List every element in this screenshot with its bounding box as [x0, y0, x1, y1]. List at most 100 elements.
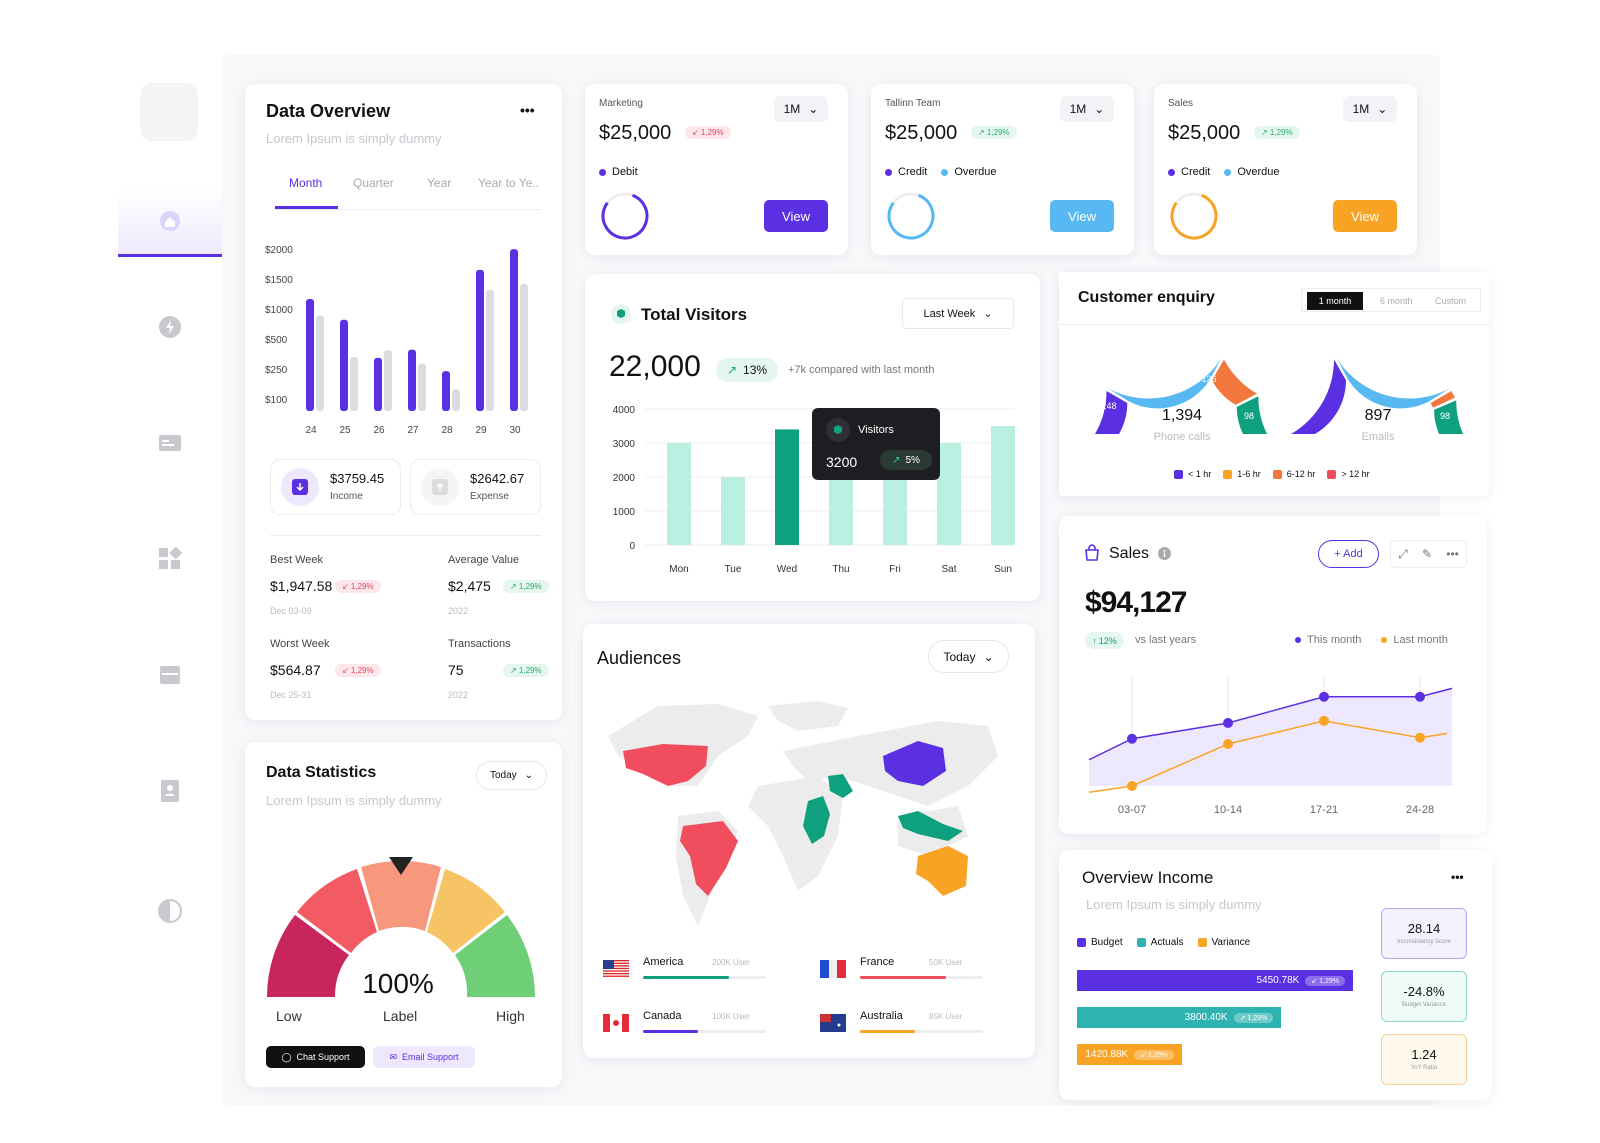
metric-label: Budget Variance — [1402, 1002, 1446, 1008]
sales-change-value: 12% — [1098, 635, 1117, 646]
info-icon[interactable] — [1158, 547, 1171, 560]
stat-footnote: 2022 — [448, 606, 469, 616]
visitors-range-select[interactable]: Last Week ⌄ — [902, 298, 1014, 329]
x-tick-label: Sat — [941, 564, 956, 575]
bar-series-2 — [384, 350, 392, 411]
country-name: Canada — [643, 1010, 682, 1022]
kpi-period-select[interactable]: 1M ⌄ — [1060, 96, 1114, 122]
visitors-title: Total Visitors — [641, 305, 748, 324]
tab-quarter[interactable]: Quarter — [353, 176, 394, 190]
y-tick-label: $1500 — [265, 275, 293, 286]
y-tick-label: 3000 — [613, 439, 636, 450]
more-icon[interactable]: ••• — [1451, 870, 1464, 884]
income-label: Income — [330, 491, 363, 502]
sidebar-item-lightning[interactable] — [118, 297, 222, 357]
x-tick-label: 25 — [339, 425, 351, 436]
sidebar-item-contacts[interactable] — [118, 761, 222, 821]
email-support-button[interactable]: ✉ Email Support — [373, 1046, 475, 1068]
gauge-segment — [1291, 359, 1346, 434]
expense-value: $2642.67 — [470, 471, 525, 486]
sales-legend: This month Last month — [1295, 634, 1448, 646]
y-tick-label: $500 — [265, 335, 288, 346]
total-visitors-card: Total Visitors Last Week ⌄ 22,000 ↗ 13% +7… — [585, 274, 1040, 601]
range-label: Last Week — [923, 307, 976, 320]
kpi-title: Tallinn Team — [885, 98, 941, 109]
tab-1-month[interactable]: 1 month — [1307, 292, 1363, 310]
enquiry-legend: < 1 hr 1-6 hr 6-12 hr > 12 hr — [1174, 469, 1370, 480]
sidebar-item-id-card[interactable] — [118, 413, 222, 473]
tab-month[interactable]: Month — [289, 176, 323, 190]
statistics-gauge — [267, 857, 535, 997]
audiences-range-select[interactable]: Today ⌄ — [928, 640, 1009, 673]
income-bar-value: 1420.88K — [1085, 1049, 1129, 1060]
kpi-change-badge: ↗ 1,29% — [1254, 126, 1300, 139]
sidebar-item-home[interactable] — [118, 187, 222, 257]
income-bar-value: 3800.40K — [1184, 1012, 1228, 1023]
gauge-segment — [1336, 358, 1450, 409]
sidebar-item-theme[interactable] — [118, 881, 222, 941]
kpi-value: $25,000 — [599, 122, 672, 144]
y-tick-label: 2000 — [613, 473, 636, 484]
legend-item: < 1 hr — [1174, 469, 1211, 480]
gauge-1-label: Phone calls — [1153, 431, 1211, 443]
bar-series-1 — [306, 298, 314, 411]
y-tick-label: 4000 — [613, 405, 636, 416]
kpi-value: $25,000 — [885, 122, 958, 144]
tooltip-change-value: 5% — [905, 454, 920, 466]
y-tick-label: 1000 — [613, 507, 636, 518]
x-tick-label: Fri — [889, 564, 901, 575]
gauge-low-label: Low — [276, 1008, 302, 1024]
statistics-value: 100% — [362, 968, 434, 999]
flag-ca-icon — [603, 1014, 629, 1032]
tab-custom[interactable]: Custom — [1435, 296, 1467, 306]
tab-year-to-year[interactable]: Year to Ye.. — [478, 176, 539, 190]
x-tick-label: 27 — [407, 425, 419, 436]
chat-support-button[interactable]: ◯ Chat Support — [266, 1046, 365, 1068]
stat-value: $2,475 — [448, 578, 491, 594]
tab-6-month[interactable]: 6 month — [1380, 296, 1413, 306]
country-name: Australia — [860, 1010, 903, 1022]
tooltip-label: Visitors — [858, 424, 894, 436]
y-tick-label: $2000 — [265, 245, 293, 256]
lightning-icon — [159, 316, 181, 338]
sales-line-chart: 03-07 10-14 17-21 24-28 — [1088, 676, 1453, 816]
gauge-1-total: 1,394 — [1161, 407, 1203, 424]
more-icon[interactable]: ••• — [520, 102, 535, 118]
region-china — [883, 741, 946, 786]
contrast-icon — [158, 899, 182, 923]
widgets-icon — [159, 547, 182, 569]
statistics-range-select[interactable]: Today ⌄ — [476, 761, 547, 790]
view-button[interactable]: View — [764, 200, 828, 232]
kpi-period-select[interactable]: 1M ⌄ — [774, 96, 828, 122]
sidebar-item-widgets[interactable] — [118, 529, 222, 589]
chevron-down-icon: ⌄ — [808, 102, 819, 116]
add-button[interactable]: + Add — [1318, 540, 1379, 568]
expand-icon[interactable]: ⤢ — [1398, 546, 1408, 561]
enquiry-title: Customer enquiry — [1078, 289, 1215, 306]
y-tick-label: $100 — [265, 395, 288, 406]
bar-series-2 — [486, 289, 494, 411]
gauge-segment-label: 248 — [1101, 401, 1116, 411]
more-icon[interactable]: ••• — [1446, 547, 1459, 561]
legend-item: Last month — [1381, 634, 1448, 646]
gauge-segment-label: 367 — [1369, 362, 1384, 372]
view-button[interactable]: View — [1050, 200, 1114, 232]
enquiry-gauges: 248 203 126 98 387 367 98 — [1095, 358, 1463, 434]
kpi-legend: Credit Overdue — [1168, 166, 1280, 178]
country-progress-track — [643, 1030, 766, 1033]
sidebar-item-archive[interactable] — [118, 645, 222, 705]
x-tick-label: 10-14 — [1214, 804, 1242, 816]
sales-actions: ⤢ ✎ ••• — [1390, 540, 1467, 568]
kpi-period-select[interactable]: 1M ⌄ — [1343, 96, 1397, 122]
kpi-card: Marketing $25,000 ↙ 1,29% 1M ⌄ Debit View — [585, 84, 848, 255]
visitors-compare: +7k compared with last month — [788, 364, 935, 376]
x-tick-label: 30 — [509, 425, 521, 436]
edit-icon[interactable]: ✎ — [1421, 547, 1433, 561]
view-button[interactable]: View — [1333, 200, 1397, 232]
region-africa-central — [803, 796, 830, 844]
income-bar: 3800.40K ↗ 1,29% — [1077, 1007, 1282, 1028]
bar-series-1 — [442, 371, 450, 411]
tab-year[interactable]: Year — [427, 176, 452, 190]
country-name: America — [643, 956, 684, 968]
stat-footnote: Dec 25-31 — [270, 690, 312, 700]
